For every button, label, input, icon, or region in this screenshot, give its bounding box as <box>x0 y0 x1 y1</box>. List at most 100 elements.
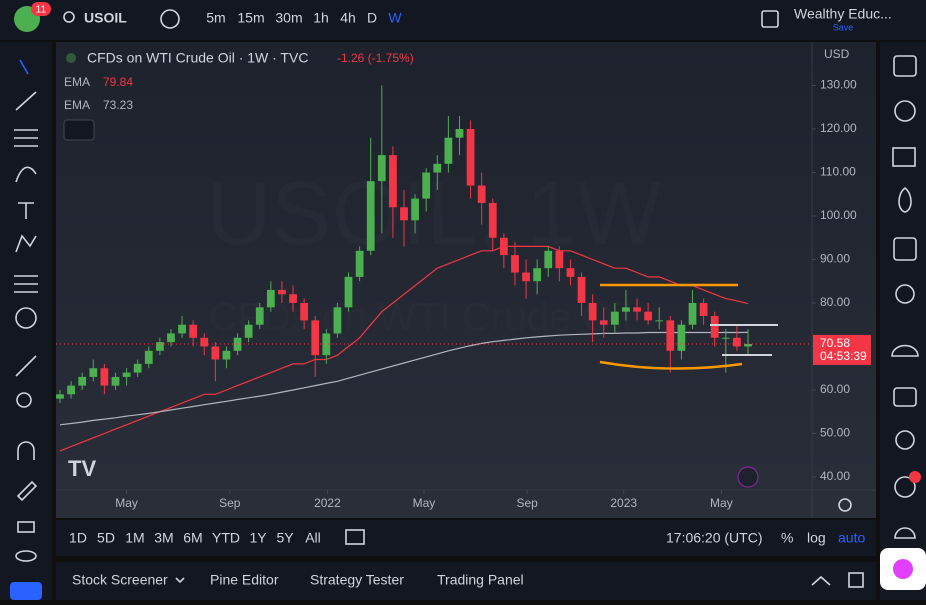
assistant-icon <box>893 559 913 579</box>
candle-body <box>588 302 597 321</box>
y-tick-label: 60.00 <box>820 382 850 396</box>
panel-tab[interactable]: Strategy Tester <box>310 572 404 588</box>
y-tick-label: 50.00 <box>820 426 850 440</box>
candle-body <box>222 350 231 360</box>
price-change: -1.26 (-1.75%) <box>337 51 414 65</box>
tv-logo: TV <box>68 456 96 481</box>
log[interactable]: log <box>807 530 826 546</box>
dropdown-arrow[interactable] <box>175 577 185 584</box>
settings-icon[interactable] <box>838 498 852 512</box>
maximize-panel[interactable] <box>848 572 864 588</box>
search-icon[interactable] <box>63 11 75 23</box>
candle-body <box>200 337 209 347</box>
x-tick-label: Sep <box>516 496 538 510</box>
badge-count: 11 <box>36 5 47 16</box>
x-tick-label: 2022 <box>314 496 341 510</box>
candle-body <box>189 324 198 338</box>
range-button[interactable]: 1Y <box>249 530 267 546</box>
candle-body <box>444 137 453 164</box>
candle-body <box>278 289 286 295</box>
y-tick-label: 110.00 <box>820 165 856 179</box>
candle-body <box>133 363 142 373</box>
candle-body <box>377 155 386 182</box>
candle-body <box>411 198 419 221</box>
candle-body <box>144 350 153 364</box>
panel-tab[interactable]: Pine Editor <box>210 572 279 588</box>
range-button[interactable]: 3M <box>154 530 173 546</box>
candle-body <box>433 163 442 173</box>
event-icon[interactable] <box>737 466 759 488</box>
symbol[interactable]: USOIL <box>84 10 127 26</box>
panel-tab[interactable]: Trading Panel <box>437 572 524 588</box>
range-button[interactable]: 6M <box>183 530 202 546</box>
interval[interactable]: 1h <box>313 10 329 26</box>
range-button[interactable]: 5Y <box>276 530 294 546</box>
interval[interactable]: W <box>388 10 402 26</box>
candle-body <box>289 294 297 303</box>
auto[interactable]: auto <box>838 530 865 546</box>
candle-body <box>644 311 653 321</box>
candle-body <box>344 276 353 308</box>
candle-body <box>610 311 619 325</box>
interval[interactable]: 4h <box>340 10 356 26</box>
range-button[interactable]: 1M <box>125 530 144 546</box>
bottom-panel <box>56 562 876 600</box>
countdown: 04:53:39 <box>820 349 867 363</box>
badge <box>31 2 51 16</box>
ema-line <box>59 331 749 426</box>
candle-body <box>721 337 730 339</box>
interval[interactable]: 5m <box>206 10 225 26</box>
layout-icon[interactable] <box>761 10 779 28</box>
ema-line <box>59 245 749 452</box>
candle-body <box>355 250 364 277</box>
candle-body <box>522 272 530 282</box>
price-tag-value: 70.58 <box>820 336 850 350</box>
range-button[interactable]: 5D <box>97 530 115 546</box>
account[interactable]: Wealthy Educ... <box>794 6 892 22</box>
currency[interactable]: USD <box>824 47 850 61</box>
y-tick-label: 80.00 <box>820 295 850 309</box>
active-tool[interactable] <box>10 582 42 600</box>
y-tick-label: 90.00 <box>820 252 850 266</box>
candle-body <box>499 237 508 256</box>
range-button[interactable]: YTD <box>212 530 240 546</box>
candle-body <box>333 307 342 334</box>
candle-body <box>544 250 553 269</box>
left-toolbar <box>0 42 52 600</box>
collapse-button[interactable] <box>63 119 95 141</box>
candle-body <box>233 337 242 351</box>
candle-body <box>511 255 519 273</box>
candle-body <box>111 376 120 386</box>
add-symbol[interactable] <box>160 9 180 29</box>
candle-body <box>622 307 630 312</box>
candle-body <box>744 343 752 347</box>
candle-body <box>688 302 697 325</box>
interval[interactable]: 15m <box>237 10 264 26</box>
save[interactable]: Save <box>833 22 854 32</box>
y-tick-label: 130.00 <box>820 78 857 92</box>
candle-body <box>577 276 586 303</box>
range-button[interactable]: All <box>305 530 321 546</box>
range-button[interactable]: 1D <box>69 530 87 546</box>
range-lines <box>710 324 778 356</box>
x-tick-label: May <box>115 496 138 510</box>
watermark: USOIL, 1W <box>206 164 661 264</box>
interval[interactable]: 30m <box>275 10 302 26</box>
candle-body <box>167 333 175 343</box>
candle-body <box>211 346 220 360</box>
candle-body <box>67 385 75 395</box>
watermark-sub: CFDs on WTI Crude Oil <box>209 296 631 340</box>
percent[interactable]: % <box>781 530 793 546</box>
candle-body <box>455 128 464 138</box>
chart-pane <box>56 42 876 518</box>
candle-body <box>122 372 131 377</box>
candle-body <box>322 333 331 356</box>
candle-body <box>422 172 431 199</box>
drawing-tools <box>14 59 38 562</box>
compare-icon[interactable] <box>345 529 365 545</box>
panel-tab[interactable]: Stock Screener <box>72 572 168 588</box>
interval[interactable]: D <box>367 10 377 26</box>
candle-body <box>733 337 741 347</box>
collapse-panel[interactable] <box>811 575 831 586</box>
candle-body <box>266 289 275 308</box>
